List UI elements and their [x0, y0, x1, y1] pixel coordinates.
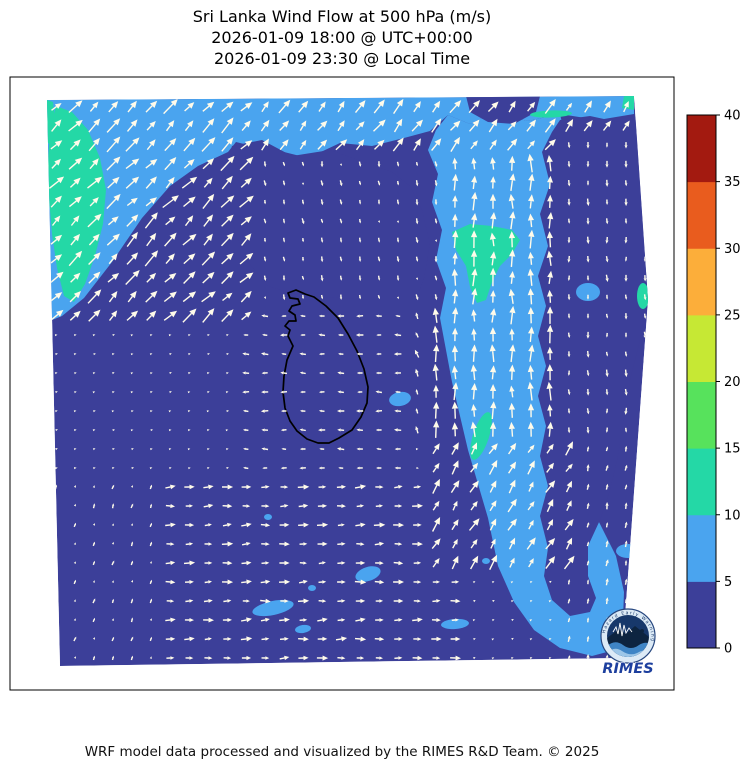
speed-region-5-10-island	[252, 599, 294, 617]
speed-region-5-10-island	[264, 514, 272, 520]
speed-region-10-15	[452, 224, 520, 303]
colorbar-tick-label: 35	[724, 175, 741, 190]
colorbar-segment	[687, 115, 716, 183]
footer-credit: WRF model data processed and visualized …	[84, 744, 600, 760]
colorbar-segment	[687, 314, 716, 382]
wind-speed-regions	[47, 96, 648, 666]
logo-figure-icon	[640, 629, 644, 633]
colorbar-segment	[687, 181, 716, 249]
speed-region-5-10-island	[441, 618, 469, 630]
speed-region-5-10-island	[295, 624, 311, 634]
wind-arrows	[48, 98, 647, 662]
speed-region-5-10-island	[355, 566, 381, 582]
logo-label: RIMES	[602, 661, 653, 677]
colorbar-tick-label: 25	[724, 308, 741, 323]
chart-title-block: Sri Lanka Wind Flow at 500 hPa (m/s) 202…	[10, 6, 674, 69]
colorbar-segment	[687, 514, 716, 582]
speed-region-5-10-island	[482, 558, 490, 564]
speed-region-5-10-island	[576, 283, 600, 301]
chart-subtitle-local: 2026-01-09 23:30 @ Local Time	[213, 49, 471, 68]
colorbar-segment	[687, 581, 716, 649]
colorbar-segment	[687, 248, 716, 316]
speed-region-10-15	[47, 100, 55, 144]
speed-region-5-10	[47, 96, 634, 322]
speed-region-0-5	[466, 96, 540, 124]
colorbar-tick-label: 15	[724, 442, 741, 457]
colorbar-tick-label: 20	[724, 375, 741, 390]
colorbar-tick-label: 40	[724, 109, 741, 124]
colorbar-tick-label: 5	[724, 575, 732, 590]
speed-region-10-15-patch	[530, 110, 572, 118]
colorbar-tick-label: 10	[724, 508, 741, 523]
colorbar: 0 5 10 15 20 25 30 35 40	[686, 109, 741, 657]
colorbar-tick-label: 30	[724, 242, 741, 257]
chart-subtitle-utc: 2026-01-09 18:00 @ UTC+00:00	[211, 28, 473, 47]
speed-region-5-10-island	[308, 585, 316, 591]
speed-region-5-10-island	[389, 391, 411, 407]
colorbar-segment	[687, 448, 716, 516]
colorbar-segment	[687, 381, 716, 449]
speed-region-10-15	[48, 106, 106, 302]
wind-arrow-shafts	[48, 103, 646, 662]
logo-seismograph-icon	[612, 622, 633, 637]
coastline-sri-lanka	[282, 289, 369, 444]
speed-region-10-15-patch	[637, 283, 648, 309]
speed-region-0-5	[538, 116, 648, 616]
colorbar-tick-label: 0	[724, 642, 732, 657]
chart-title: Sri Lanka Wind Flow at 500 hPa (m/s)	[192, 7, 492, 26]
